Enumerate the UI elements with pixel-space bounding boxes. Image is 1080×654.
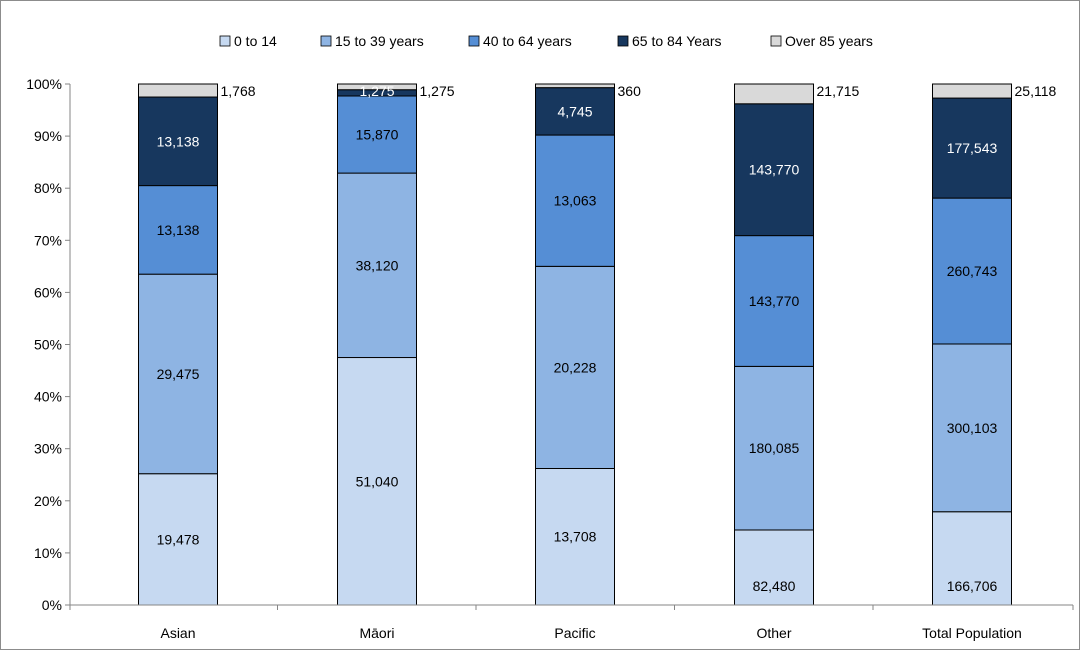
bar-segment <box>337 172 417 359</box>
bar-segment <box>932 511 1012 606</box>
data-label: 29,475 <box>157 366 200 382</box>
y-tick-label: 60% <box>34 284 62 300</box>
data-label: 21,715 <box>817 83 860 99</box>
bar-segment <box>535 83 615 89</box>
y-tick-label: 100% <box>26 76 62 92</box>
y-axis: 0% 10% 20% 30% 40% 50% 60% 70% 80% 90% 100% <box>26 76 71 613</box>
data-label: 13,708 <box>554 529 597 545</box>
data-labels: 19,478 29,475 13,138 13,138 1,768 51,040 38,12… <box>157 83 1057 594</box>
category-label: Total Population <box>922 625 1022 641</box>
legend-label: 65 to 84 Years <box>632 33 722 49</box>
bars <box>138 83 1012 606</box>
y-tick-label: 20% <box>34 493 62 509</box>
data-label: 260,743 <box>947 263 998 279</box>
data-label: 13,063 <box>554 193 597 209</box>
bar-segment <box>535 134 615 267</box>
legend: 0 to 14 15 to 39 years 40 to 64 years 65 to… <box>219 33 873 49</box>
y-tick-label: 40% <box>34 389 62 405</box>
bar-segment <box>535 87 615 136</box>
data-label: 143,770 <box>749 162 800 178</box>
legend-swatch <box>219 35 231 47</box>
data-label: 143,770 <box>749 293 800 309</box>
bar-segment <box>337 95 417 174</box>
data-label: 4,745 <box>557 103 592 119</box>
category-label: Other <box>756 625 791 641</box>
data-label: 82,480 <box>753 578 796 594</box>
bar-segment <box>337 357 417 606</box>
data-label: 25,118 <box>1015 83 1057 99</box>
data-label: 38,120 <box>356 257 399 273</box>
legend-swatch <box>468 35 480 47</box>
bar-segment <box>932 97 1012 199</box>
bar-segment <box>734 83 814 105</box>
data-label: 360 <box>618 83 642 99</box>
bar-segment <box>734 235 814 367</box>
bar-segment <box>734 529 814 606</box>
data-label: 51,040 <box>356 473 399 489</box>
y-tick-label: 90% <box>34 128 62 144</box>
data-label: 1,768 <box>221 83 256 99</box>
bar-segment <box>932 343 1012 513</box>
data-label: 15,870 <box>356 127 399 143</box>
data-label: 19,478 <box>157 531 200 547</box>
data-label: 20,228 <box>554 359 597 375</box>
x-axis: Asian Māori Pacific Other Total Population <box>69 604 1074 641</box>
bar-segment <box>535 467 615 606</box>
data-label: 13,138 <box>157 133 200 149</box>
bar-segment <box>535 265 615 469</box>
bar-segment <box>138 83 218 98</box>
y-tick-label: 70% <box>34 232 62 248</box>
category-label: Pacific <box>554 625 595 641</box>
bar-segment <box>337 83 417 91</box>
category-label: Māori <box>359 625 394 641</box>
data-label: 1,275 <box>420 83 455 99</box>
data-label: 13,138 <box>157 222 200 238</box>
bar-segment <box>932 197 1012 345</box>
y-tick-label: 50% <box>34 337 62 353</box>
y-tick-label: 0% <box>42 597 62 613</box>
data-label: 177,543 <box>947 140 998 156</box>
data-label: 180,085 <box>749 440 800 456</box>
y-tick-label: 80% <box>34 180 62 196</box>
legend-swatch <box>320 35 332 47</box>
legend-label: Over 85 years <box>785 33 873 49</box>
bar-segment <box>932 83 1012 99</box>
legend-label: 40 to 64 years <box>483 33 572 49</box>
legend-label: 0 to 14 <box>234 33 277 49</box>
legend-label: 15 to 39 years <box>335 33 424 49</box>
y-tick-label: 30% <box>34 441 62 457</box>
bar-segment <box>734 103 814 237</box>
legend-swatch <box>617 35 629 47</box>
y-tick-label: 10% <box>34 545 62 561</box>
data-label: 300,103 <box>947 420 998 436</box>
bar-segment <box>138 473 218 606</box>
data-label: 166,706 <box>947 578 998 594</box>
category-label: Asian <box>160 625 195 641</box>
legend-swatch <box>770 35 782 47</box>
bar-segment <box>138 273 218 475</box>
data-label: 1,275 <box>359 83 394 99</box>
